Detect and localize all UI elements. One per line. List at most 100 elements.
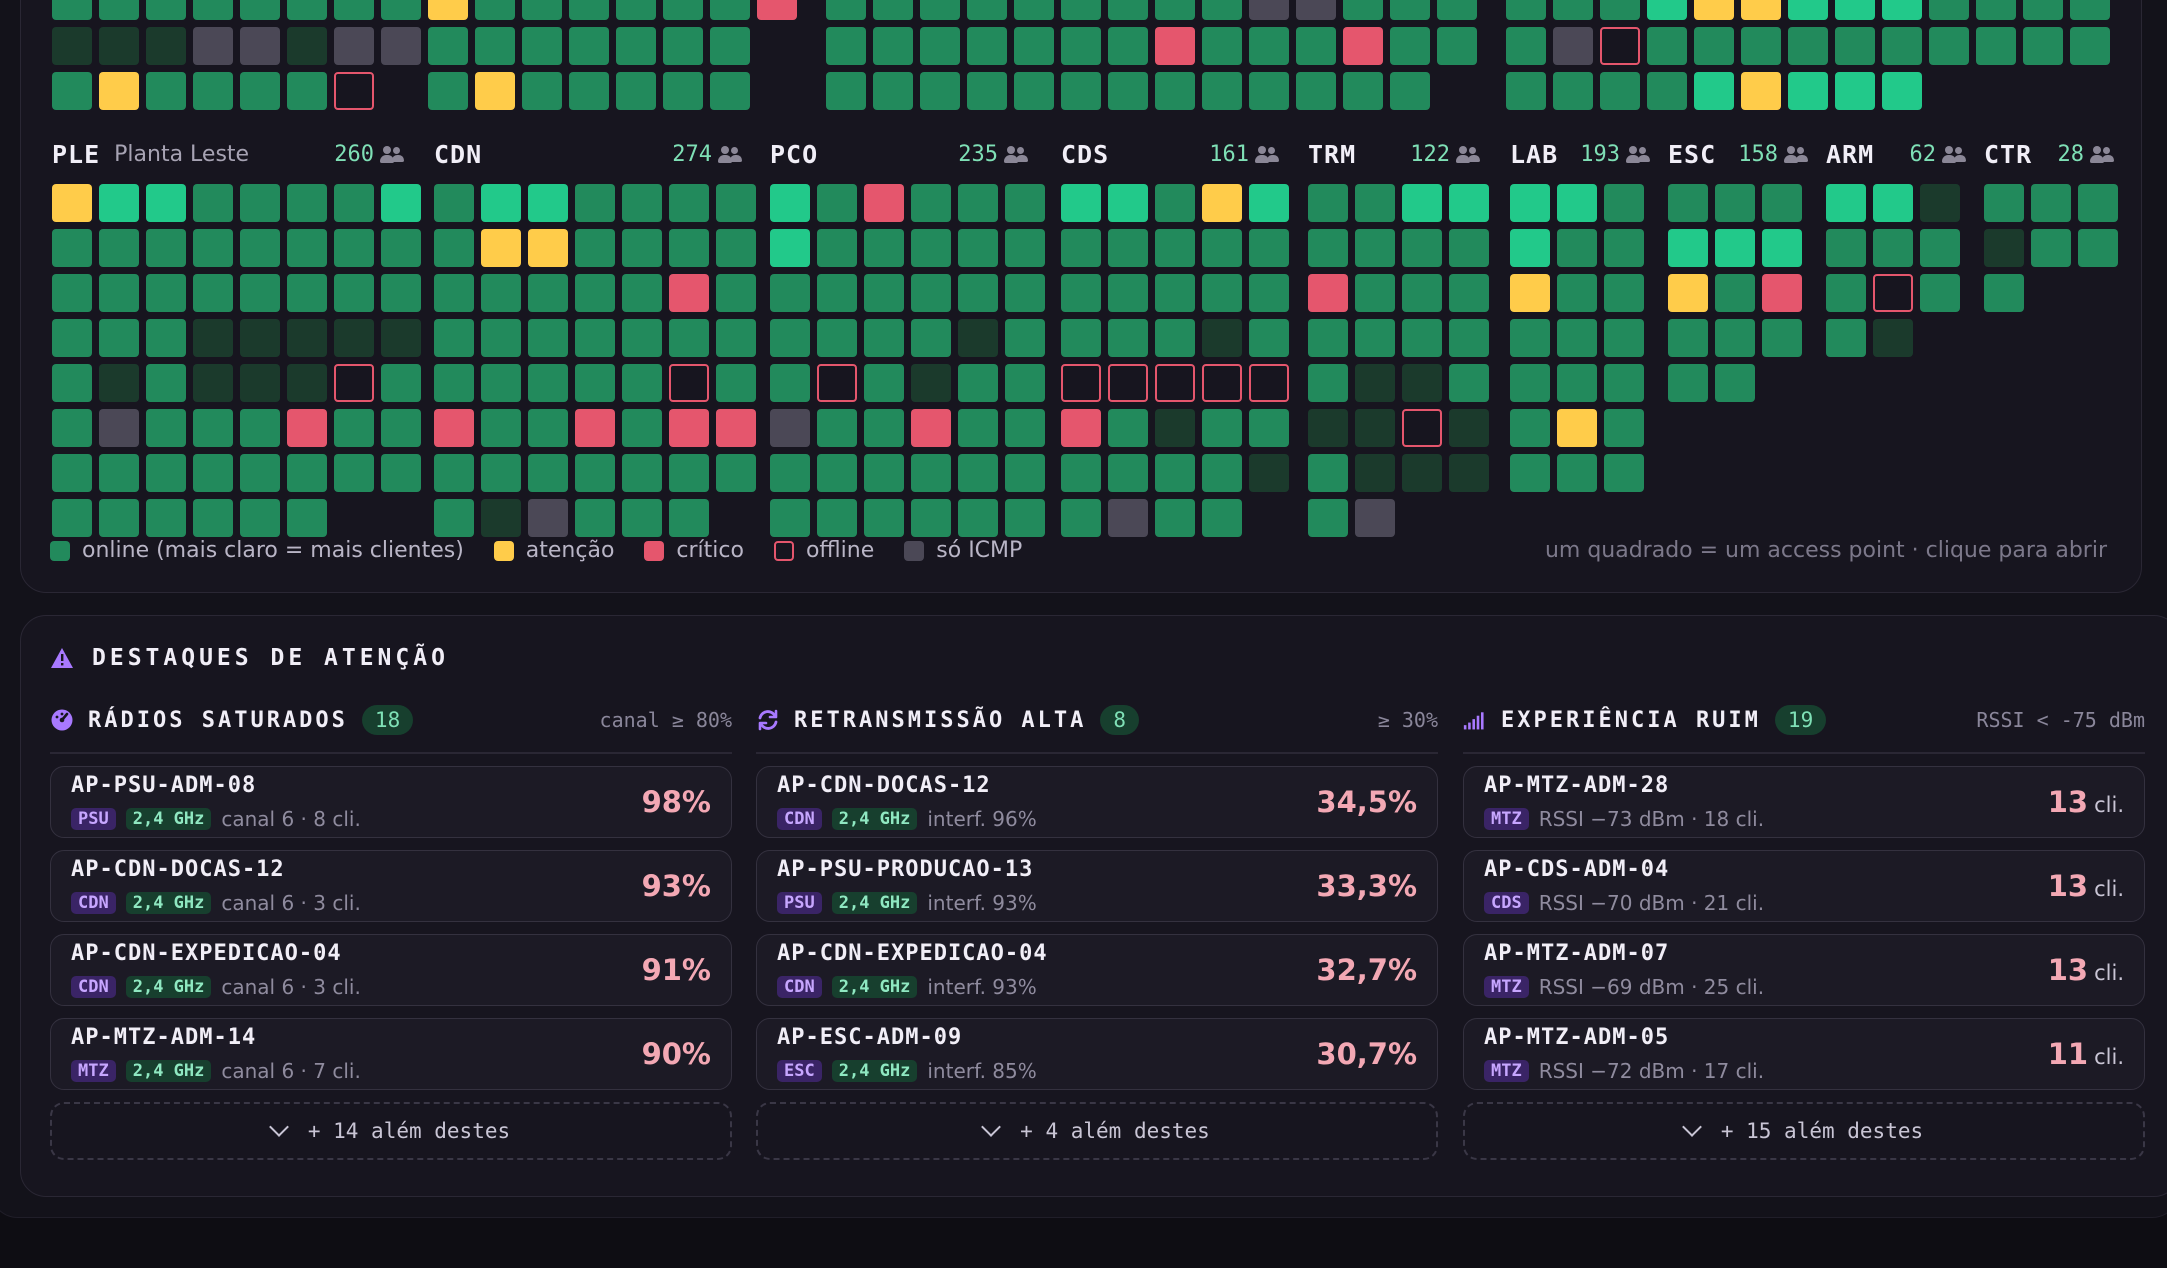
access-point-cell[interactable]	[616, 27, 656, 65]
access-point-cell[interactable]	[817, 364, 857, 402]
access-point-cell[interactable]	[1694, 0, 1734, 20]
access-point-cell[interactable]	[669, 409, 709, 447]
access-point-cell[interactable]	[1668, 319, 1708, 357]
access-point-cell[interactable]	[146, 409, 186, 447]
access-point-card[interactable]: AP-PSU-ADM-08 PSU 2,4 GHz canal 6 · 8 cli. 9…	[50, 766, 732, 838]
access-point-cell[interactable]	[1155, 274, 1195, 312]
access-point-cell[interactable]	[240, 27, 280, 65]
access-point-cell[interactable]	[522, 27, 562, 65]
access-point-cell[interactable]	[616, 72, 656, 110]
access-point-cell[interactable]	[381, 0, 421, 20]
access-point-cell[interactable]	[146, 499, 186, 537]
access-point-cell[interactable]	[1668, 184, 1708, 222]
access-point-cell[interactable]	[1061, 0, 1101, 20]
access-point-cell[interactable]	[2023, 27, 2063, 65]
access-point-cell[interactable]	[1600, 27, 1640, 65]
access-point-cell[interactable]	[99, 364, 139, 402]
access-point-cell[interactable]	[1557, 364, 1597, 402]
access-point-cell[interactable]	[1604, 274, 1644, 312]
access-point-cell[interactable]	[1647, 27, 1687, 65]
access-point-cell[interactable]	[334, 409, 374, 447]
access-point-cell[interactable]	[873, 27, 913, 65]
access-point-cell[interactable]	[669, 184, 709, 222]
access-point-cell[interactable]	[1308, 454, 1348, 492]
access-point-cell[interactable]	[817, 499, 857, 537]
access-point-cell[interactable]	[1647, 0, 1687, 20]
access-point-cell[interactable]	[1873, 274, 1913, 312]
access-point-cell[interactable]	[967, 72, 1007, 110]
access-point-cell[interactable]	[287, 0, 327, 20]
access-point-card[interactable]: AP-CDN-EXPEDICAO-04 CDN 2,4 GHz canal 6 · 3…	[50, 934, 732, 1006]
access-point-cell[interactable]	[1005, 229, 1045, 267]
access-point-cell[interactable]	[622, 319, 662, 357]
access-point-cell[interactable]	[669, 454, 709, 492]
access-point-cell[interactable]	[475, 27, 515, 65]
access-point-cell[interactable]	[52, 27, 92, 65]
access-point-cell[interactable]	[52, 319, 92, 357]
access-point-cell[interactable]	[1920, 274, 1960, 312]
access-point-cell[interactable]	[528, 364, 568, 402]
access-point-cell[interactable]	[770, 229, 810, 267]
access-point-cell[interactable]	[434, 499, 474, 537]
access-point-cell[interactable]	[1920, 229, 1960, 267]
access-point-cell[interactable]	[434, 229, 474, 267]
access-point-cell[interactable]	[1449, 454, 1489, 492]
access-point-cell[interactable]	[52, 229, 92, 267]
group-header-cds[interactable]: CDS 161	[1061, 139, 1279, 169]
group-header-trm[interactable]: TRM 122	[1308, 139, 1480, 169]
access-point-cell[interactable]	[1604, 454, 1644, 492]
access-point-cell[interactable]	[757, 0, 797, 20]
access-point-cell[interactable]	[864, 274, 904, 312]
access-point-cell[interactable]	[1984, 184, 2024, 222]
access-point-cell[interactable]	[146, 0, 186, 20]
access-point-card[interactable]: AP-ESC-ADM-09 ESC 2,4 GHz interf. 85% 30,7%	[756, 1018, 1438, 1090]
access-point-cell[interactable]	[770, 184, 810, 222]
access-point-cell[interactable]	[716, 364, 756, 402]
group-header-esc[interactable]: ESC 158	[1668, 139, 1808, 169]
access-point-cell[interactable]	[1882, 27, 1922, 65]
access-point-cell[interactable]	[193, 364, 233, 402]
access-point-cell[interactable]	[575, 364, 615, 402]
access-point-cell[interactable]	[1402, 229, 1442, 267]
access-point-cell[interactable]	[1762, 229, 1802, 267]
access-point-cell[interactable]	[146, 274, 186, 312]
access-point-cell[interactable]	[381, 409, 421, 447]
access-point-cell[interactable]	[1005, 409, 1045, 447]
access-point-cell[interactable]	[817, 229, 857, 267]
access-point-cell[interactable]	[1437, 27, 1477, 65]
access-point-cell[interactable]	[1108, 274, 1148, 312]
access-point-cell[interactable]	[1249, 229, 1289, 267]
access-point-cell[interactable]	[193, 274, 233, 312]
access-point-cell[interactable]	[99, 229, 139, 267]
access-point-cell[interactable]	[911, 364, 951, 402]
access-point-card[interactable]: AP-CDN-EXPEDICAO-04 CDN 2,4 GHz interf. 93%…	[756, 934, 1438, 1006]
access-point-cell[interactable]	[193, 499, 233, 537]
access-point-cell[interactable]	[52, 72, 92, 110]
access-point-cell[interactable]	[826, 27, 866, 65]
access-point-cell[interactable]	[575, 499, 615, 537]
access-point-cell[interactable]	[958, 184, 998, 222]
access-point-cell[interactable]	[1984, 229, 2024, 267]
access-point-cell[interactable]	[240, 319, 280, 357]
access-point-cell[interactable]	[1155, 454, 1195, 492]
access-point-cell[interactable]	[334, 72, 374, 110]
access-point-cell[interactable]	[99, 0, 139, 20]
show-more-button[interactable]: + 14 além destes	[50, 1102, 732, 1160]
access-point-cell[interactable]	[770, 364, 810, 402]
access-point-cell[interactable]	[528, 409, 568, 447]
access-point-cell[interactable]	[2031, 184, 2071, 222]
access-point-cell[interactable]	[669, 499, 709, 537]
access-point-cell[interactable]	[864, 364, 904, 402]
access-point-cell[interactable]	[1694, 72, 1734, 110]
access-point-cell[interactable]	[1882, 72, 1922, 110]
access-point-cell[interactable]	[1355, 409, 1395, 447]
access-point-cell[interactable]	[381, 184, 421, 222]
access-point-cell[interactable]	[481, 184, 521, 222]
access-point-cell[interactable]	[1249, 364, 1289, 402]
group-header-pco[interactable]: PCO 235	[770, 139, 1028, 169]
access-point-card[interactable]: AP-CDN-DOCAS-12 CDN 2,4 GHz interf. 96% 34,5…	[756, 766, 1438, 838]
access-point-cell[interactable]	[1882, 0, 1922, 20]
access-point-cell[interactable]	[1155, 72, 1195, 110]
access-point-cell[interactable]	[1984, 274, 2024, 312]
access-point-cell[interactable]	[575, 409, 615, 447]
